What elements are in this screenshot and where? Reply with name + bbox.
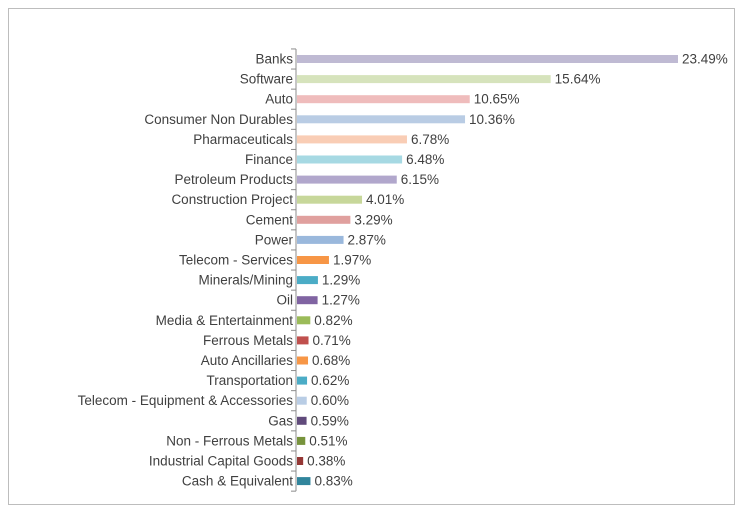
- bar-auto: [297, 95, 470, 104]
- category-label: Minerals/Mining: [198, 273, 293, 288]
- bar-banks: [297, 55, 678, 63]
- category-label: Auto: [265, 92, 293, 107]
- category-label: Telecom - Equipment & Accessories: [78, 393, 294, 408]
- value-label: 0.71%: [313, 333, 351, 348]
- bar-ferrous-metals: [297, 336, 309, 345]
- category-label: Non - Ferrous Metals: [166, 433, 293, 448]
- category-label: Auto Ancillaries: [201, 353, 294, 368]
- value-label: 6.48%: [406, 152, 444, 167]
- category-axis: [291, 48, 297, 492]
- category-labels: Banks Software Auto Consumer Non Durables Ph…: [78, 52, 294, 489]
- category-label: Cash & Equivalent: [182, 474, 293, 489]
- value-label: 6.78%: [411, 132, 449, 147]
- bar-consumer-non-durables: [297, 115, 466, 124]
- category-label: Consumer Non Durables: [144, 112, 293, 127]
- bar-minerals-mining: [297, 276, 318, 285]
- category-label: Power: [255, 232, 294, 247]
- category-label: Pharmaceuticals: [193, 132, 293, 147]
- value-label: 10.65%: [474, 92, 520, 107]
- chart-frame: Banks Software Auto Consumer Non Durables Ph…: [8, 8, 735, 505]
- value-label: 1.29%: [322, 273, 360, 288]
- value-label: 0.68%: [312, 353, 350, 368]
- value-label: 3.29%: [354, 212, 392, 227]
- bar-power: [297, 235, 344, 244]
- bar-cash-equivalent: [297, 477, 311, 486]
- category-label: Telecom - Services: [179, 253, 293, 268]
- value-label: 10.36%: [469, 112, 515, 127]
- value-label: 23.49%: [682, 52, 728, 67]
- bar-software: [297, 75, 551, 84]
- value-label: 0.59%: [311, 413, 349, 428]
- value-label: 1.27%: [322, 293, 360, 308]
- value-labels: 23.49% 15.64% 10.65% 10.36% 6.78% 6.48% 6.15% 4…: [307, 52, 728, 489]
- bar-chart: Banks Software Auto Consumer Non Durables Ph…: [78, 48, 728, 492]
- category-label: Software: [240, 72, 293, 87]
- bar-oil: [297, 296, 318, 305]
- bar-media-entertainment: [297, 316, 311, 325]
- category-label: Banks: [255, 52, 293, 67]
- category-label: Transportation: [206, 373, 293, 388]
- value-label: 0.83%: [314, 474, 352, 489]
- bar-telecom-equipment-accessories: [297, 396, 307, 405]
- bar-finance: [297, 155, 403, 164]
- bar-auto-ancillaries: [297, 356, 309, 365]
- bar-telecom-services: [297, 256, 329, 264]
- value-label: 15.64%: [555, 72, 601, 87]
- value-label: 6.15%: [401, 172, 439, 187]
- category-label: Oil: [277, 293, 294, 308]
- category-label: Ferrous Metals: [203, 333, 293, 348]
- bar-non-ferrous-metals: [297, 436, 306, 445]
- category-label: Cement: [246, 212, 294, 227]
- bar-gas: [297, 416, 307, 425]
- bar-pharmaceuticals: [297, 135, 407, 144]
- value-label: 2.87%: [348, 232, 386, 247]
- value-label: 1.97%: [333, 253, 371, 268]
- category-label: Industrial Capital Goods: [149, 454, 293, 469]
- bar-petroleum-products: [297, 175, 397, 184]
- bar-transportation: [297, 376, 308, 385]
- category-label: Gas: [268, 413, 293, 428]
- value-label: 0.38%: [307, 454, 345, 469]
- category-label: Construction Project: [171, 192, 293, 207]
- category-label: Petroleum Products: [174, 172, 293, 187]
- bar-industrial-capital-goods: [297, 457, 304, 465]
- bar-cement: [297, 215, 351, 224]
- category-label: Media & Entertainment: [156, 313, 294, 328]
- value-label: 0.62%: [311, 373, 349, 388]
- category-label: Finance: [245, 152, 293, 167]
- value-label: 0.51%: [309, 433, 347, 448]
- value-label: 0.60%: [311, 393, 349, 408]
- bar-construction-project: [297, 195, 363, 204]
- value-label: 0.82%: [314, 313, 352, 328]
- bars: [297, 55, 678, 486]
- value-label: 4.01%: [366, 192, 404, 207]
